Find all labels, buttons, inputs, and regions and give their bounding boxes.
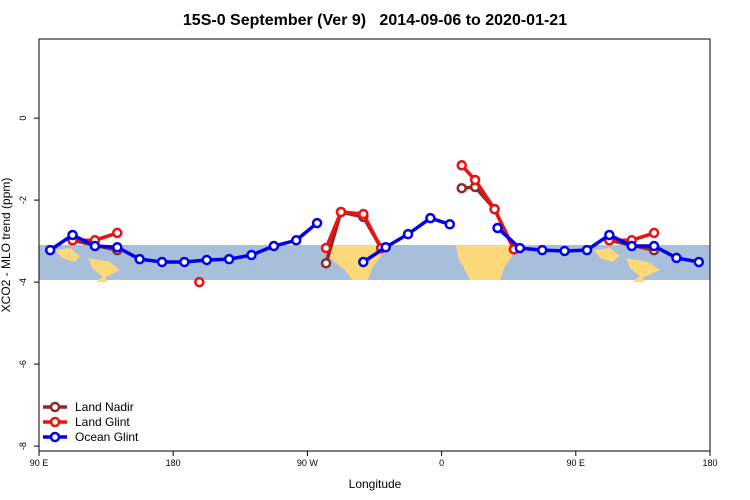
x-tick-label: 90 E bbox=[30, 458, 49, 468]
point bbox=[402, 228, 414, 240]
x-axis-label: Longitude bbox=[349, 477, 402, 491]
series-line bbox=[72, 164, 655, 251]
point bbox=[671, 252, 682, 264]
legend-label: Ocean Glint bbox=[75, 430, 139, 444]
point bbox=[648, 240, 660, 252]
legend-marker bbox=[49, 416, 61, 428]
point bbox=[489, 203, 500, 215]
point bbox=[320, 257, 332, 269]
point bbox=[156, 256, 168, 268]
legend-label: Land Glint bbox=[75, 415, 130, 429]
point bbox=[380, 242, 391, 253]
y-tick-label: 0 bbox=[18, 116, 28, 121]
y-tick-label: -6 bbox=[18, 360, 28, 368]
point bbox=[246, 249, 257, 261]
point bbox=[559, 245, 570, 257]
point bbox=[201, 254, 212, 266]
x-tick-label: 180 bbox=[166, 458, 181, 468]
y-tick-label: -4 bbox=[18, 278, 28, 286]
point bbox=[112, 227, 123, 239]
land-asia bbox=[594, 248, 660, 282]
x-tick-label: 90 W bbox=[297, 458, 319, 468]
point bbox=[514, 242, 526, 254]
x-tick-label: 0 bbox=[439, 458, 444, 468]
point bbox=[456, 182, 467, 194]
point bbox=[44, 244, 56, 256]
point bbox=[223, 253, 235, 265]
point bbox=[194, 276, 205, 288]
map-strip bbox=[39, 245, 710, 282]
point bbox=[320, 242, 332, 254]
point bbox=[311, 217, 323, 229]
chart-title: 15S-0 September (Ver 9) 2014-09-06 to 20… bbox=[183, 12, 567, 29]
legend-label: Land Nadir bbox=[75, 400, 134, 414]
point bbox=[425, 212, 436, 224]
point bbox=[290, 235, 302, 246]
y-tick-label: -8 bbox=[18, 442, 28, 450]
point bbox=[581, 244, 593, 256]
point bbox=[67, 229, 78, 241]
point bbox=[358, 256, 369, 268]
point bbox=[268, 240, 280, 252]
point bbox=[89, 240, 101, 252]
point bbox=[537, 244, 548, 256]
point bbox=[492, 222, 503, 234]
land-africa bbox=[456, 245, 514, 280]
point bbox=[469, 174, 481, 186]
land-asia bbox=[55, 248, 120, 282]
point bbox=[693, 256, 705, 268]
x-tick-label: 180 bbox=[702, 458, 717, 468]
point bbox=[358, 208, 369, 220]
x-tick-label: 90 E bbox=[567, 458, 586, 468]
legend-marker bbox=[49, 431, 61, 443]
point bbox=[604, 229, 615, 241]
point bbox=[335, 206, 347, 218]
point bbox=[179, 256, 190, 268]
point bbox=[444, 219, 456, 230]
y-tick-label: -2 bbox=[18, 196, 28, 204]
y-axis-label: XCO2 - MLO trend (ppm) bbox=[0, 178, 13, 313]
point bbox=[112, 242, 123, 253]
point bbox=[648, 227, 660, 239]
legend-marker bbox=[49, 401, 61, 413]
point bbox=[456, 160, 467, 171]
point bbox=[626, 240, 637, 252]
point bbox=[134, 253, 145, 265]
land-americas bbox=[328, 245, 385, 280]
plot-frame bbox=[38, 38, 711, 452]
